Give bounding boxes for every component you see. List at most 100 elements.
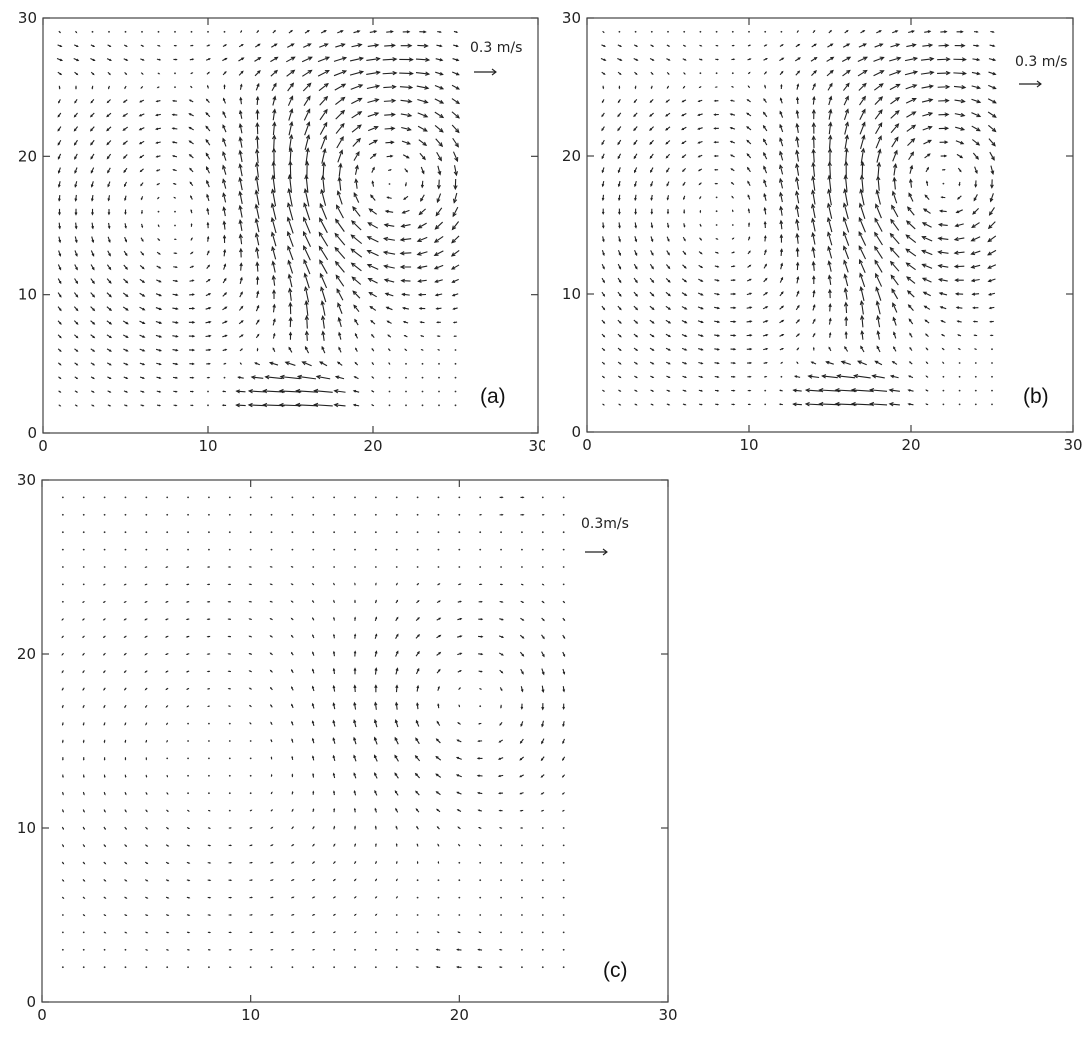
velocity-arrow — [861, 346, 864, 352]
velocity-arrow — [521, 966, 523, 968]
velocity-arrow — [354, 652, 356, 657]
velocity-arrow — [972, 72, 980, 75]
velocity-arrow — [651, 390, 653, 391]
velocity-arrow — [104, 757, 105, 759]
velocity-arrow — [943, 362, 944, 363]
velocity-arrow — [312, 880, 314, 881]
velocity-arrow — [666, 278, 670, 282]
velocity-arrow — [437, 635, 441, 637]
velocity-arrow — [173, 349, 178, 351]
velocity-arrow — [145, 514, 147, 516]
velocity-arrow — [618, 278, 621, 282]
velocity-arrow — [92, 237, 94, 242]
scale-label: 0.3 m/s — [1015, 54, 1067, 70]
velocity-arrow — [75, 391, 77, 392]
velocity-arrow — [372, 349, 374, 351]
velocity-arrow — [157, 252, 160, 254]
velocity-arrow — [350, 57, 363, 61]
velocity-arrow — [796, 248, 799, 257]
velocity-arrow — [270, 862, 272, 863]
velocity-arrow — [354, 404, 359, 406]
velocity-arrow — [844, 274, 848, 286]
velocity-arrow — [224, 250, 226, 256]
velocity-arrow — [563, 635, 565, 638]
velocity-arrow — [166, 688, 168, 689]
velocity-arrow — [438, 704, 439, 708]
velocity-arrow — [634, 292, 637, 296]
velocity-arrow — [396, 618, 398, 621]
velocity-arrow — [401, 127, 410, 130]
velocity-arrow — [223, 139, 226, 147]
velocity-arrow — [354, 686, 356, 692]
velocity-arrow — [107, 335, 111, 338]
velocity-arrow — [458, 810, 461, 812]
velocity-arrow — [62, 966, 64, 968]
velocity-arrow — [396, 497, 398, 499]
velocity-arrow — [479, 566, 481, 568]
velocity-arrow — [891, 124, 898, 133]
velocity-arrow — [891, 275, 898, 285]
velocity-arrow — [321, 316, 324, 328]
velocity-arrow — [74, 321, 77, 324]
velocity-arrow — [239, 164, 242, 176]
velocity-arrow — [764, 279, 767, 282]
velocity-arrow — [354, 703, 356, 710]
velocity-arrow — [375, 844, 376, 846]
velocity-arrow — [634, 59, 638, 61]
velocity-arrow — [166, 915, 168, 916]
velocity-arrow — [224, 85, 225, 89]
velocity-arrow — [104, 601, 106, 602]
velocity-arrow — [320, 260, 327, 273]
velocity-arrow — [254, 58, 260, 62]
velocity-arrow — [75, 72, 78, 74]
velocity-arrow — [958, 335, 961, 336]
velocity-arrow — [418, 252, 428, 256]
velocity-arrow — [417, 686, 419, 692]
velocity-arrow — [173, 294, 178, 296]
velocity-arrow — [500, 879, 502, 881]
velocity-arrow — [893, 164, 896, 175]
velocity-arrow — [354, 914, 356, 915]
velocity-arrow — [436, 757, 441, 761]
velocity-arrow — [239, 137, 242, 147]
velocity-arrow — [419, 31, 425, 33]
velocity-arrow — [417, 897, 419, 899]
velocity-arrow — [107, 127, 111, 131]
velocity-arrow — [125, 531, 127, 533]
velocity-arrow — [354, 152, 359, 161]
velocity-arrow — [123, 349, 127, 351]
velocity-arrow — [764, 222, 766, 228]
velocity-arrow — [872, 375, 884, 378]
velocity-arrow — [417, 497, 419, 499]
velocity-arrow — [75, 31, 76, 32]
velocity-arrow — [763, 334, 767, 336]
velocity-arrow — [453, 193, 456, 203]
velocity-arrow — [303, 44, 310, 48]
velocity-arrow — [354, 390, 359, 392]
velocity-arrow — [748, 404, 750, 405]
velocity-arrow — [124, 100, 127, 102]
velocity-arrow — [320, 218, 328, 233]
velocity-arrow — [796, 263, 799, 270]
velocity-arrow — [207, 237, 209, 242]
velocity-arrow — [172, 322, 177, 324]
velocity-arrow — [892, 206, 898, 217]
velocity-arrow — [191, 210, 192, 213]
velocity-arrow — [458, 879, 460, 881]
velocity-arrow — [602, 264, 604, 268]
velocity-arrow — [236, 404, 245, 407]
velocity-arrow — [320, 110, 327, 120]
velocity-arrow — [974, 321, 978, 322]
velocity-arrow — [781, 85, 782, 89]
velocity-arrow — [273, 348, 275, 351]
velocity-arrow — [457, 653, 461, 655]
velocity-arrow — [796, 137, 799, 147]
velocity-arrow — [351, 235, 361, 244]
velocity-arrow — [62, 879, 63, 880]
velocity-arrow — [166, 671, 168, 672]
velocity-arrow — [191, 224, 192, 227]
velocity-arrow — [796, 111, 799, 119]
velocity-arrow — [291, 915, 293, 916]
velocity-arrow — [239, 234, 242, 244]
velocity-arrow — [907, 125, 915, 131]
